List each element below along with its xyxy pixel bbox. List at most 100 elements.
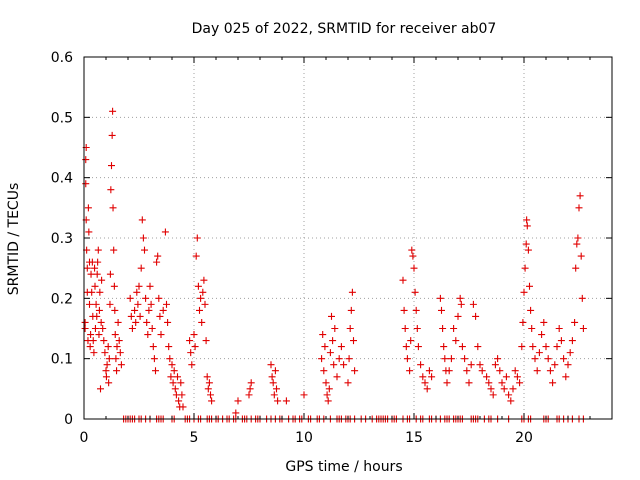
data-point [568,337,576,345]
data-point [197,294,205,302]
data-point [192,252,200,260]
data-point [91,282,99,290]
data-point [320,367,328,375]
data-point [494,355,502,363]
data-point [454,312,462,320]
data-point [409,252,417,260]
data-point [319,331,327,339]
data-point [175,397,183,405]
data-point [577,252,585,260]
data-point [518,343,526,351]
y-axis-label: SRMTID / TECUs [6,183,22,296]
data-point [149,343,157,351]
y-tick-label-1: 0.1 [51,352,73,368]
data-point [528,325,536,332]
data-point [535,349,543,357]
data-point [247,379,255,387]
data-point [102,373,110,381]
data-point [88,288,96,296]
data-point [198,318,206,326]
data-point [329,337,337,345]
data-point [117,361,125,369]
data-point [330,361,338,369]
data-point [579,325,587,332]
data-point [234,397,242,405]
data-point [408,246,416,254]
data-point [87,270,95,278]
y-tick-label-3: 0.3 [51,231,73,247]
data-point [331,325,339,332]
data-point [447,355,455,363]
data-point [533,367,541,375]
data-point [465,379,473,387]
data-point [274,397,282,405]
data-point [145,306,153,314]
data-point [82,156,90,164]
data-point [467,361,475,369]
data-point [106,300,114,308]
data-point [531,355,539,363]
data-point [81,318,89,326]
data-point [413,325,421,332]
data-point [89,337,97,345]
data-point [163,300,170,308]
data-point [177,379,185,387]
data-point [84,204,92,212]
data-point [147,300,155,308]
data-point [201,300,209,308]
data-point [103,361,111,369]
data-point [100,337,108,345]
data-point [207,391,214,399]
data-point [127,312,135,320]
data-point [516,379,524,387]
data-point [344,379,352,387]
data-point [270,391,278,399]
data-point [196,306,203,314]
data-point [97,318,105,326]
data-point [489,391,497,399]
data-point [456,294,464,302]
data-point [246,385,254,393]
data-point [406,367,414,375]
data-point [138,216,146,224]
data-point [500,385,508,393]
data-point [443,379,451,387]
data-point [576,192,584,200]
data-point [351,367,359,375]
data-point [178,391,186,399]
data-point [491,361,499,369]
data-point [93,270,101,278]
data-point [139,234,147,242]
data-point [505,391,513,399]
data-point [520,288,528,296]
data-point [575,204,583,212]
data-point [345,355,353,363]
data-point [90,349,98,357]
data-point [200,276,208,284]
data-point [546,367,554,375]
data-point [509,385,517,393]
y-tick-label-0: 0 [64,412,73,428]
data-point [94,258,102,266]
data-point [502,373,510,381]
axes: 0 5 10 15 20 0 0.1 0.2 0.3 0.4 0.5 0.6 [51,50,613,446]
data-point [136,312,144,320]
data-point [346,325,354,332]
data-point [440,343,448,351]
data-point [194,282,202,290]
data-point [507,397,515,405]
data-point [560,355,568,363]
data-point [154,252,162,260]
data-point [94,246,102,254]
data-point [574,234,582,242]
data-point [232,409,240,417]
x-tick-label-3: 15 [405,430,423,446]
data-point [186,337,194,345]
data-point [403,355,411,363]
data-point [141,246,148,254]
data-point [461,355,469,363]
data-point [540,318,548,326]
data-point [166,355,174,363]
data-point [417,361,425,369]
data-point [95,306,103,314]
